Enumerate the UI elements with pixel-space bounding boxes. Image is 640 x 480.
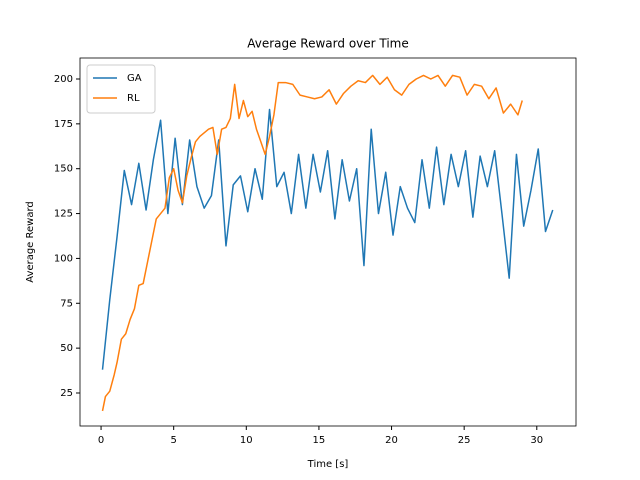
x-tick-label: 25 [458,435,471,446]
y-tick-label: 25 [60,388,73,399]
legend-box [86,64,156,114]
x-tick-label: 10 [240,435,253,446]
series-line [101,108,554,370]
y-axis-label: Average Reward [25,201,36,282]
x-axis-label: Time [s] [307,459,349,470]
x-tick-label: 5 [170,435,176,446]
y-tick-label: 150 [54,164,73,175]
x-tick-label: 20 [385,435,398,446]
y-tick-label: 100 [54,253,73,264]
axes-frame [79,57,577,427]
x-tick-label: 30 [530,435,543,446]
y-tick-label: 50 [60,343,73,354]
legend-label: GA [127,73,142,84]
y-tick-label: 175 [54,119,73,130]
chart-title: Average Reward over Time [247,37,409,51]
y-tick-label: 75 [60,298,73,309]
x-tick-label: 0 [98,435,104,446]
x-tick-label: 15 [313,435,326,446]
series-line [101,74,523,412]
legend-label: RL [127,93,140,104]
y-tick-label: 200 [54,74,73,85]
y-tick-label: 125 [54,209,73,220]
